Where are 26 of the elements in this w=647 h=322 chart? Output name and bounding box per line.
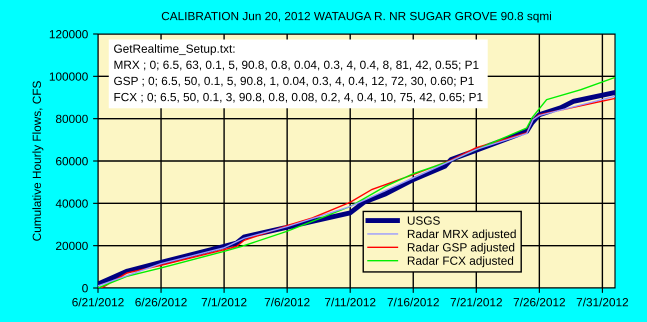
legend-label: Radar GSP adjusted: [408, 242, 514, 254]
y-tick-label: 0: [82, 284, 88, 292]
annotation: MRX ; 0; 6.5, 63, 0.1, 5, 90.8, 0.8, 0.04, 0.3, 4, 0.4, 8, 81, 42, 0.55; P1: [114, 60, 478, 70]
legend-label: USGS: [408, 216, 440, 225]
annotation: GetRealtime_Setup.txt:: [114, 44, 234, 56]
x-tick-label: 7/26/2012: [514, 298, 566, 306]
legend-label: Radar MRX adjusted: [408, 229, 516, 240]
x-tick-label: 7/16/2012: [388, 298, 439, 306]
y-tick-label: 120000: [50, 30, 88, 38]
x-tick-label: 6/21/2012: [72, 298, 124, 306]
annotation: FCX ; 0; 6.5, 50, 0.1, 3, 90.8, 0.8, 0.08, 0.2, 4, 0.4, 10, 75, 42, 0.65; P1: [114, 92, 482, 103]
y-tick-label: 60000: [56, 157, 88, 166]
y-tick-label: 40000: [56, 199, 88, 208]
x-tick-label: 7/6/2012: [264, 298, 310, 306]
chart-title: CALIBRATION Jun 20, 2012 WATAUGA R. NR SUGAR GROVE 90.8 sqmi: [162, 12, 552, 23]
y-tick-label: 80000: [56, 114, 88, 124]
y-axis-title: Cumulative Hourly Flows, CFS: [32, 81, 44, 241]
x-tick-label: 6/26/2012: [135, 298, 187, 306]
x-tick-label: 7/21/2012: [450, 298, 502, 306]
y-tick-label: 20000: [56, 242, 88, 250]
x-tick-label: 7/1/2012: [202, 298, 246, 306]
annotation: GSP ; 0; 6.5, 50, 0.1, 5, 90.8, 1, 0.04, 0.3, 4, 0.4, 12, 72, 30, 0.60; P1: [114, 76, 474, 86]
x-tick-label: 7/11/2012: [324, 298, 376, 306]
y-tick-label: 100000: [50, 72, 88, 81]
legend-label: Radar FCX adjusted: [408, 256, 514, 268]
x-tick-label: 7/31/2012: [576, 298, 628, 306]
